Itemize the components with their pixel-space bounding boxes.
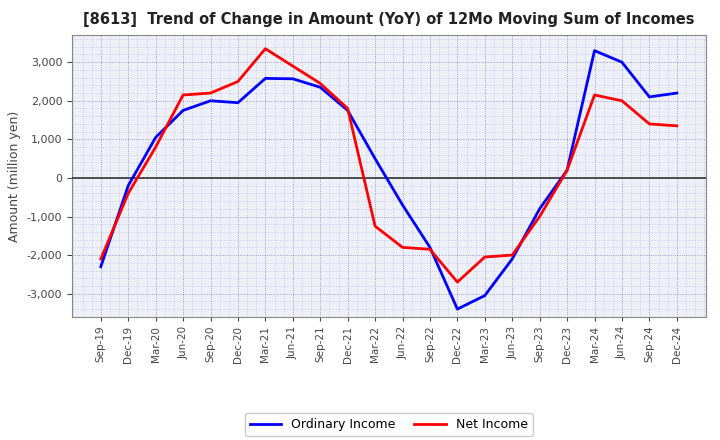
Ordinary Income bbox=[343, 108, 352, 113]
Y-axis label: Amount (million yen): Amount (million yen) bbox=[8, 110, 21, 242]
Ordinary Income bbox=[536, 206, 544, 212]
Ordinary Income bbox=[590, 48, 599, 53]
Net Income bbox=[124, 191, 132, 196]
Net Income bbox=[398, 245, 407, 250]
Ordinary Income bbox=[426, 245, 434, 250]
Ordinary Income bbox=[453, 306, 462, 312]
Net Income bbox=[343, 106, 352, 111]
Net Income bbox=[618, 98, 626, 103]
Net Income bbox=[536, 214, 544, 219]
Title: [8613]  Trend of Change in Amount (YoY) of 12Mo Moving Sum of Incomes: [8613] Trend of Change in Amount (YoY) o… bbox=[83, 12, 695, 27]
Ordinary Income bbox=[151, 135, 160, 140]
Ordinary Income bbox=[645, 94, 654, 99]
Net Income bbox=[316, 81, 325, 86]
Net Income bbox=[179, 92, 187, 98]
Net Income bbox=[96, 256, 105, 261]
Ordinary Income bbox=[398, 202, 407, 208]
Ordinary Income bbox=[563, 168, 572, 173]
Ordinary Income bbox=[371, 156, 379, 161]
Net Income bbox=[480, 254, 489, 260]
Line: Net Income: Net Income bbox=[101, 49, 677, 282]
Net Income bbox=[206, 91, 215, 96]
Legend: Ordinary Income, Net Income: Ordinary Income, Net Income bbox=[245, 413, 533, 436]
Net Income bbox=[590, 92, 599, 98]
Ordinary Income bbox=[316, 84, 325, 90]
Ordinary Income bbox=[289, 76, 297, 81]
Net Income bbox=[151, 144, 160, 150]
Net Income bbox=[233, 79, 242, 84]
Ordinary Income bbox=[124, 183, 132, 188]
Net Income bbox=[672, 123, 681, 128]
Line: Ordinary Income: Ordinary Income bbox=[101, 51, 677, 309]
Net Income bbox=[289, 63, 297, 69]
Net Income bbox=[426, 247, 434, 252]
Ordinary Income bbox=[672, 91, 681, 96]
Ordinary Income bbox=[508, 256, 516, 261]
Ordinary Income bbox=[96, 264, 105, 269]
Net Income bbox=[563, 168, 572, 173]
Ordinary Income bbox=[233, 100, 242, 105]
Net Income bbox=[508, 253, 516, 258]
Ordinary Income bbox=[179, 108, 187, 113]
Net Income bbox=[261, 46, 270, 51]
Net Income bbox=[453, 279, 462, 285]
Net Income bbox=[371, 224, 379, 229]
Net Income bbox=[645, 121, 654, 127]
Ordinary Income bbox=[261, 76, 270, 81]
Ordinary Income bbox=[206, 98, 215, 103]
Ordinary Income bbox=[480, 293, 489, 298]
Ordinary Income bbox=[618, 59, 626, 65]
